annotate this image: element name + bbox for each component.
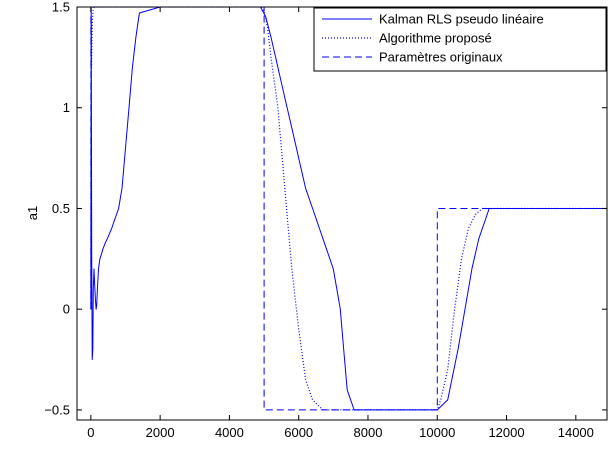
x-tick-label: 2000 <box>146 425 175 440</box>
x-tick-label: 10000 <box>419 425 455 440</box>
x-tick-label: 4000 <box>215 425 244 440</box>
legend: Kalman RLS pseudo linéaire Algorithme pro… <box>313 7 607 72</box>
y-tick-label: −0.5 <box>44 402 70 417</box>
series-group <box>90 7 607 411</box>
legend-label-1: Algorithme proposé <box>379 31 492 46</box>
y-tick-label: 0 <box>63 302 70 317</box>
y-tick-label: 0.5 <box>52 201 70 216</box>
x-tick-label: 14000 <box>558 425 594 440</box>
y-tick-label: 1 <box>63 100 70 115</box>
y-axis: −0.5 0 0.5 1 1.5 <box>44 0 607 417</box>
legend-label-2: Paramètres originaux <box>379 50 503 65</box>
x-tick-label: 6000 <box>284 425 313 440</box>
series-line-0 <box>90 7 607 411</box>
x-tick-label: 0 <box>87 425 94 440</box>
legend-label-0: Kalman RLS pseudo linéaire <box>379 12 544 27</box>
plot-background <box>77 7 607 420</box>
series-line-1 <box>90 7 607 411</box>
plot-frame <box>76 6 608 421</box>
y-axis-label: a1 <box>25 206 40 220</box>
plot-area <box>76 6 608 421</box>
y-tick-label: 1.5 <box>52 0 70 15</box>
x-tick-label: 8000 <box>354 425 383 440</box>
x-tick-label: 12000 <box>488 425 524 440</box>
